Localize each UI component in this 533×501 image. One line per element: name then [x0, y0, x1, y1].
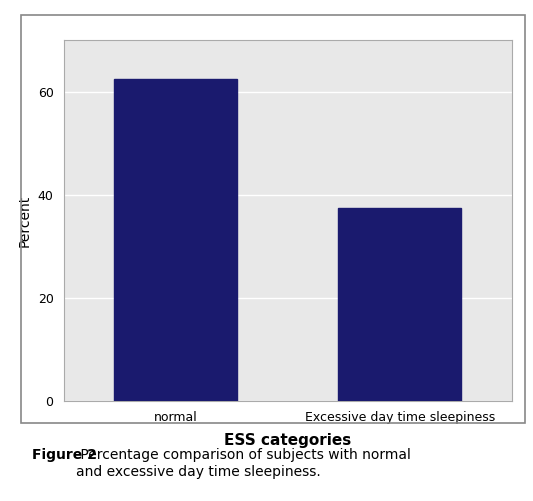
- X-axis label: ESS categories: ESS categories: [224, 432, 351, 447]
- Bar: [114, 79, 238, 401]
- Bar: [338, 207, 462, 401]
- Y-axis label: Percent: Percent: [18, 194, 32, 246]
- Text: Figure 2: Figure 2: [32, 448, 97, 462]
- Text: Percentage comparison of subjects with normal
and excessive day time sleepiness.: Percentage comparison of subjects with n…: [76, 448, 411, 478]
